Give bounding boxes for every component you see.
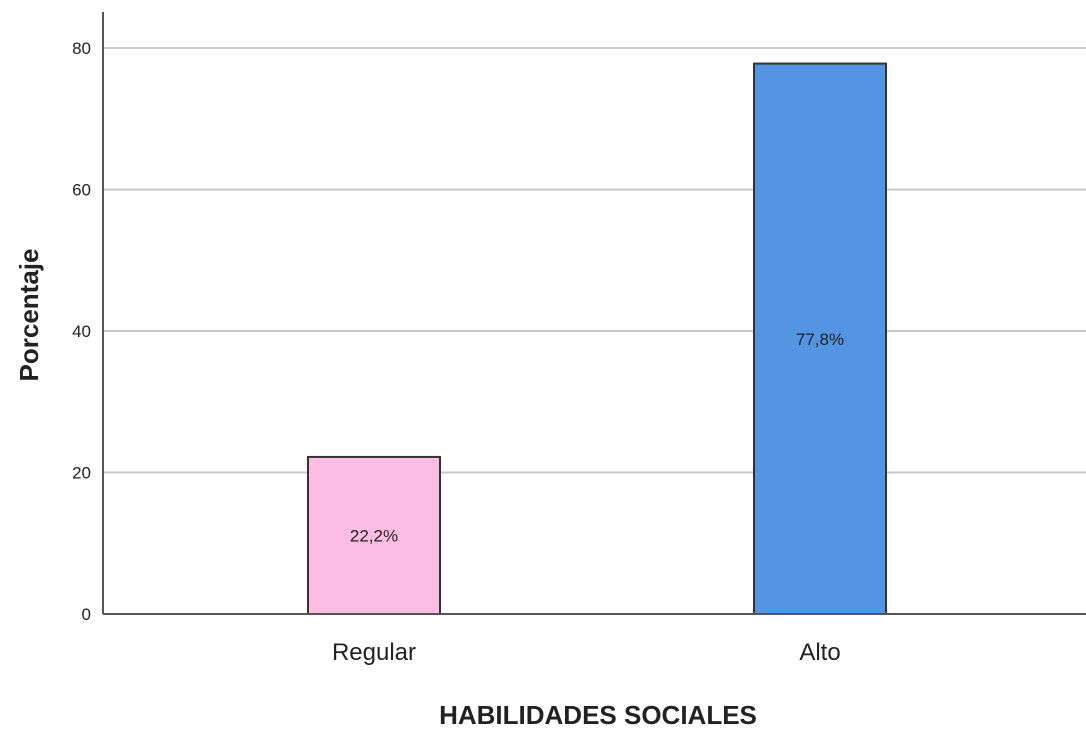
x-tick-label: Regular xyxy=(332,639,416,666)
x-tick-labels: Regular Alto xyxy=(332,639,841,666)
y-tick-label: 60 xyxy=(72,181,91,200)
y-tick-label: 80 xyxy=(72,39,91,58)
y-tick-labels: 0 20 40 60 80 xyxy=(72,39,91,624)
bar-regular xyxy=(307,455,441,615)
y-tick-label: 0 xyxy=(82,605,91,624)
y-axis-title: Porcentaje xyxy=(14,249,44,382)
x-axis-title: HABILIDADES SOCIALES xyxy=(439,700,757,729)
axes xyxy=(102,12,1086,615)
data-label: 77,8% xyxy=(796,330,844,349)
x-tick-label: Alto xyxy=(799,639,840,666)
data-labels: 22,2% 77,8% xyxy=(350,330,844,546)
data-label: 22,2% xyxy=(350,526,398,545)
y-tick-label: 20 xyxy=(72,464,91,483)
gridlines xyxy=(103,47,1086,474)
y-tick-label: 40 xyxy=(72,322,91,341)
